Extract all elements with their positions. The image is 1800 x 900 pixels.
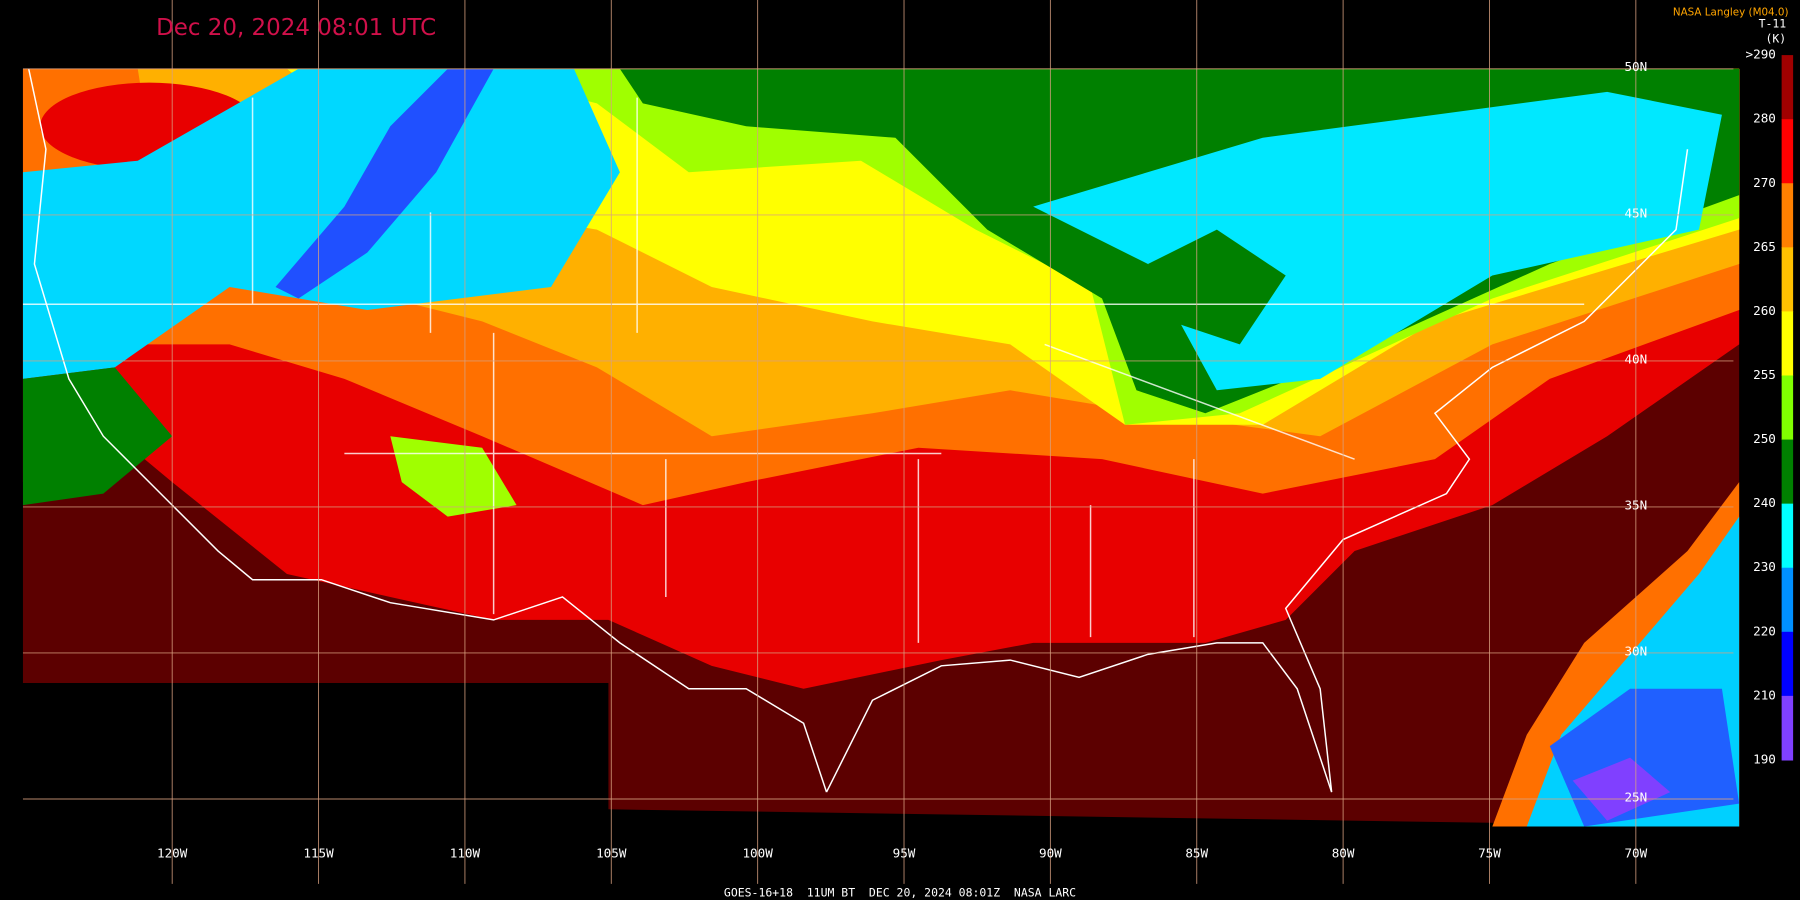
- longitude-label: 120W: [157, 846, 188, 861]
- latitude-label: 35N: [1624, 497, 1647, 512]
- title: Dec 20, 2024 08:01 UTC: [156, 15, 436, 41]
- colorbar-label: 280: [1753, 111, 1776, 126]
- longitude-label: 105W: [596, 846, 627, 861]
- latitude-label: 45N: [1624, 205, 1647, 220]
- colorbar-label: 210: [1753, 687, 1776, 702]
- footer: GOES-16+18 11UM BT DEC 20, 2024 08:01Z N…: [724, 886, 1076, 900]
- colorbar-title: T-11: [1759, 17, 1787, 31]
- latitude-label: 50N: [1624, 59, 1647, 74]
- colorbar-label: 190: [1753, 751, 1776, 766]
- temp-field: [390, 436, 517, 517]
- latitude-label: 40N: [1624, 351, 1647, 366]
- longitude-label: 70W: [1624, 846, 1647, 861]
- colorbar-label: 220: [1753, 623, 1776, 638]
- temp-field: [1572, 757, 1671, 821]
- temp-field: [275, 68, 494, 299]
- latitude-label: 30N: [1624, 643, 1647, 658]
- temp-field: [1147, 229, 1286, 345]
- colorbar-segment: [1781, 311, 1794, 377]
- latitude-label: 25N: [1624, 789, 1647, 804]
- longitude-label: 95W: [893, 846, 916, 861]
- colorbar-label: >290: [1746, 47, 1776, 62]
- colorbar-segment: [1781, 55, 1794, 120]
- longitude-label: 100W: [742, 846, 773, 861]
- colorbar-label: 265: [1753, 239, 1776, 254]
- colorbar-label: 250: [1753, 431, 1776, 446]
- colorbar-segment: [1781, 183, 1794, 248]
- credit: NASA Langley (M04.0): [1673, 7, 1789, 19]
- imagery: [22, 68, 1740, 827]
- longitude-label: 75W: [1478, 846, 1501, 861]
- colorbar-segment: [1781, 631, 1794, 697]
- longitude-label: 80W: [1332, 846, 1355, 861]
- colorbar-segment: [1781, 247, 1794, 312]
- colorbar-label: 240: [1753, 495, 1776, 510]
- colorbar: >290 280 270 265 260 255 250 240 230 220 210 190: [1746, 47, 1794, 766]
- colorbar-segment: [1781, 695, 1794, 761]
- colorbar-segment: [1781, 439, 1794, 505]
- longitude-label: 115W: [303, 846, 334, 861]
- longitude-label: 85W: [1185, 846, 1208, 861]
- longitude-label: 90W: [1039, 846, 1062, 861]
- colorbar-label: 230: [1753, 559, 1776, 574]
- colorbar-label: 260: [1753, 303, 1776, 318]
- colorbar-segment: [1781, 119, 1794, 184]
- colorbar-label: 270: [1753, 175, 1776, 190]
- colorbar-label: 255: [1753, 367, 1776, 382]
- graticule: 120W 115W 110W 105W 100W 95W 90W 85W 80W 75W 70W 50…: [22, 0, 1734, 884]
- colorbar-segment: [1781, 567, 1794, 633]
- colorbar-unit: (K): [1766, 32, 1787, 46]
- coastline: [27, 68, 1689, 793]
- longitude-label: 110W: [450, 846, 481, 861]
- outlines: [22, 68, 1689, 793]
- temp-field: [22, 367, 173, 506]
- colorbar-segment: [1781, 375, 1794, 441]
- colorbar-segment: [1781, 503, 1794, 569]
